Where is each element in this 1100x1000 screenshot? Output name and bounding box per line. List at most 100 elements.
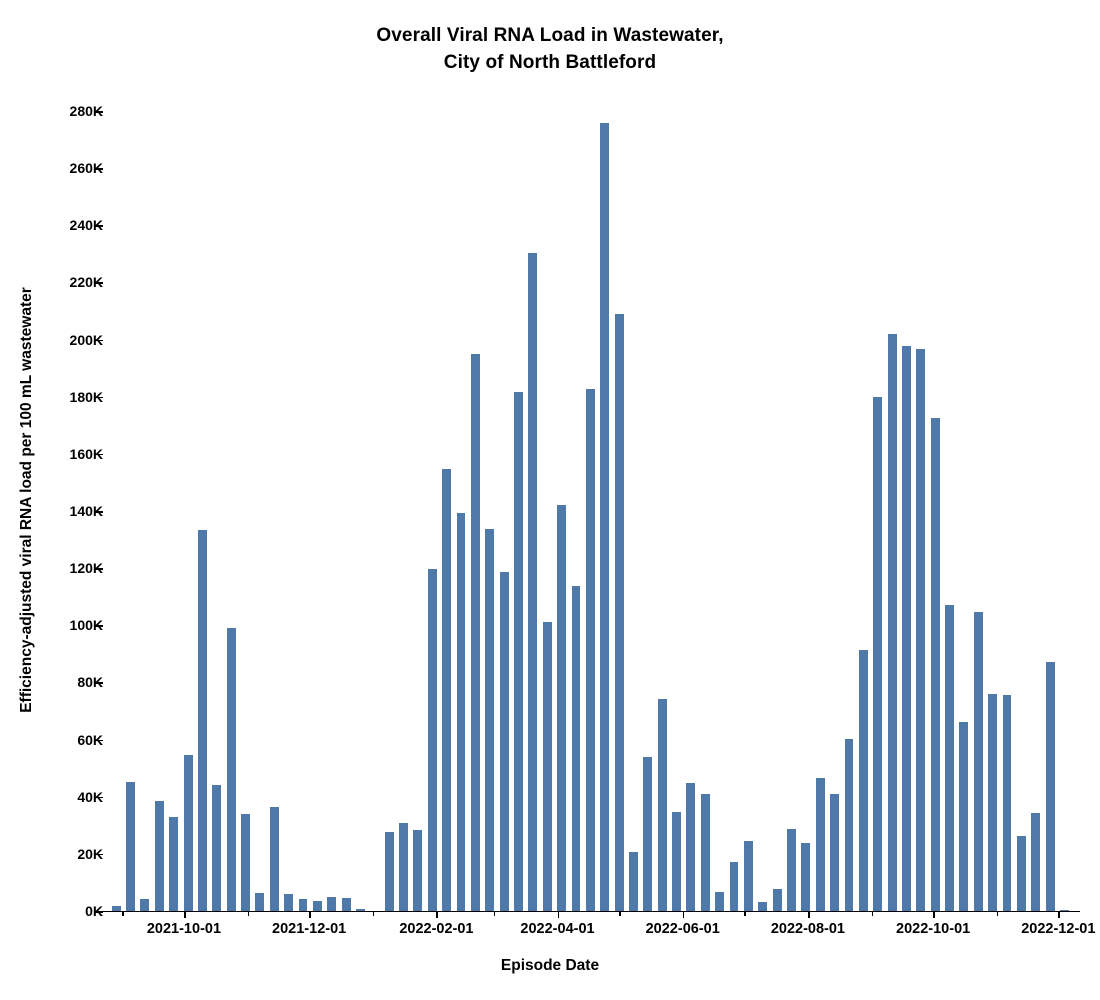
bar[interactable]	[643, 756, 653, 911]
y-axis-tick-mark	[95, 396, 103, 399]
bar[interactable]	[585, 389, 595, 911]
bar[interactable]	[356, 909, 365, 911]
bar[interactable]	[1002, 695, 1012, 911]
y-axis-tick-mark	[95, 853, 103, 856]
bar[interactable]	[858, 649, 868, 911]
x-axis-minor-tick-mark	[871, 911, 874, 916]
bar[interactable]	[743, 840, 753, 911]
y-axis-tick-label: 220K	[69, 274, 103, 291]
y-axis-tick-label: 280K	[69, 103, 103, 119]
y-axis-tick-label: 200K	[69, 331, 103, 348]
bar[interactable]	[1045, 662, 1055, 911]
y-axis-tick-label: 0K	[85, 903, 103, 919]
x-axis-minor-tick-mark	[436, 911, 438, 916]
bar[interactable]	[600, 123, 610, 911]
bar[interactable]	[901, 346, 911, 911]
bar[interactable]	[442, 468, 452, 911]
y-axis-tick-label: 180K	[69, 388, 103, 405]
bar[interactable]	[499, 571, 509, 911]
bar[interactable]	[542, 621, 552, 911]
bar[interactable]	[255, 893, 265, 911]
y-axis-tick-label: 100K	[69, 617, 103, 634]
bar[interactable]	[758, 901, 768, 911]
bar[interactable]	[241, 814, 250, 911]
bar[interactable]	[715, 892, 725, 911]
bar[interactable]	[312, 901, 322, 911]
x-axis-tick-label: 2022-10-01	[896, 921, 971, 937]
bar[interactable]	[787, 828, 796, 911]
bar[interactable]	[154, 801, 164, 911]
bar[interactable]	[456, 513, 466, 911]
y-axis-tick-label: 60K	[77, 731, 103, 748]
bar[interactable]	[197, 529, 207, 911]
x-axis-minor-tick-mark	[619, 911, 621, 916]
bar[interactable]	[226, 628, 236, 911]
bar[interactable]	[672, 812, 681, 911]
bar[interactable]	[614, 314, 624, 911]
bar[interactable]	[916, 349, 926, 911]
bar[interactable]	[1031, 813, 1041, 911]
bar[interactable]	[772, 888, 782, 911]
bar[interactable]	[126, 782, 136, 911]
bar[interactable]	[557, 504, 567, 911]
bar[interactable]	[169, 816, 179, 911]
bar[interactable]	[628, 852, 638, 911]
bar[interactable]	[1016, 836, 1026, 911]
y-axis-tick-mark	[95, 682, 103, 685]
bar[interactable]	[988, 694, 998, 911]
x-axis-tick-label: 2021-12-01	[272, 921, 347, 937]
bar[interactable]	[399, 823, 409, 911]
x-axis-minor-tick-mark	[557, 911, 560, 916]
x-axis-title: Episode Date	[500, 957, 600, 974]
bar[interactable]	[686, 783, 696, 911]
bar[interactable]	[341, 897, 351, 911]
bar[interactable]	[427, 568, 437, 911]
bar[interactable]	[212, 785, 222, 911]
x-axis-minor-tick-mark	[682, 911, 685, 916]
x-axis-minor-tick-mark	[122, 911, 124, 916]
bar[interactable]	[1060, 910, 1069, 911]
x-axis-minor-tick-mark	[933, 911, 935, 916]
bar[interactable]	[269, 806, 279, 911]
bar[interactable]	[140, 899, 150, 911]
bars-layer	[103, 111, 1080, 911]
bar[interactable]	[959, 722, 969, 911]
bar[interactable]	[729, 862, 739, 911]
y-axis-tick-label: 40K	[77, 788, 103, 805]
bar[interactable]	[514, 391, 523, 911]
bar[interactable]	[973, 611, 983, 911]
bar[interactable]	[485, 529, 495, 911]
bar[interactable]	[183, 755, 193, 911]
bar[interactable]	[413, 830, 423, 911]
y-axis-tick-label: 240K	[69, 217, 103, 234]
x-axis-tick-label: 2022-04-01	[520, 921, 595, 937]
x-axis-minor-tick-mark	[372, 911, 375, 916]
y-axis-tick-label: 160K	[69, 445, 103, 462]
bar[interactable]	[801, 843, 811, 911]
y-axis-tick-mark	[95, 911, 103, 913]
bar[interactable]	[844, 739, 854, 911]
bar[interactable]	[327, 896, 337, 911]
bar[interactable]	[830, 794, 840, 911]
bar[interactable]	[111, 905, 121, 911]
bar[interactable]	[470, 354, 480, 911]
bar[interactable]	[700, 794, 710, 911]
bar[interactable]	[298, 899, 308, 911]
bar[interactable]	[384, 832, 394, 911]
bar[interactable]	[284, 893, 294, 911]
x-axis-minor-tick-mark	[247, 911, 250, 916]
bar[interactable]	[945, 604, 954, 911]
y-axis-tick-label: 80K	[77, 674, 103, 691]
y-axis-tick-mark	[95, 453, 103, 456]
bar[interactable]	[887, 333, 897, 911]
bar[interactable]	[873, 396, 883, 911]
bar[interactable]	[657, 699, 667, 911]
y-axis-tick-mark	[95, 511, 103, 513]
bar[interactable]	[528, 253, 538, 911]
y-axis-tick-label: 140K	[69, 503, 103, 519]
bar[interactable]	[815, 778, 825, 911]
bar[interactable]	[571, 585, 581, 911]
x-axis-tick-label: 2022-02-01	[399, 921, 474, 937]
bar[interactable]	[930, 417, 940, 911]
